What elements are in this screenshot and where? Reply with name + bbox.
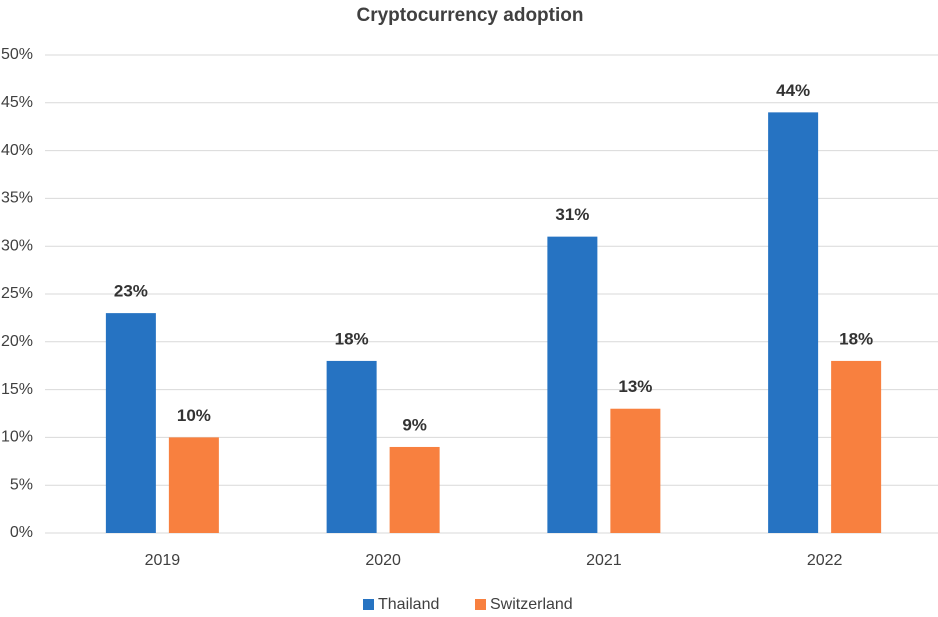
y-tick-label: 30% (1, 237, 33, 254)
y-tick-label: 10% (1, 429, 33, 446)
bar (326, 360, 377, 533)
value-label: 13% (618, 377, 652, 396)
bar (610, 408, 661, 533)
legend-label: Switzerland (490, 596, 573, 613)
y-tick-label: 50% (1, 46, 33, 63)
legend-swatch (363, 599, 374, 610)
bar (831, 360, 882, 533)
x-tick-label: 2022 (807, 552, 843, 569)
y-tick-label: 0% (10, 524, 33, 541)
bar (168, 437, 219, 533)
bar (105, 313, 156, 533)
y-tick-label: 5% (10, 476, 33, 493)
value-label: 18% (839, 329, 873, 348)
bar (547, 236, 598, 533)
y-tick-label: 15% (1, 381, 33, 398)
y-tick-label: 20% (1, 333, 33, 350)
value-label: 10% (177, 406, 211, 425)
bar (768, 112, 819, 534)
y-tick-label: 40% (1, 142, 33, 159)
chart-title: Cryptocurrency adoption (357, 5, 584, 26)
y-tick-label: 35% (1, 190, 33, 207)
y-tick-label: 25% (1, 285, 33, 302)
legend-swatch (475, 599, 486, 610)
value-label: 9% (402, 415, 427, 434)
y-tick-label: 45% (1, 94, 33, 111)
bar (389, 446, 440, 533)
x-tick-label: 2021 (586, 552, 622, 569)
value-label: 31% (555, 205, 589, 224)
value-label: 23% (114, 282, 148, 301)
value-label: 18% (335, 329, 369, 348)
x-tick-label: 2020 (365, 552, 401, 569)
value-label: 44% (776, 81, 810, 100)
x-tick-label: 2019 (145, 552, 181, 569)
legend-label: Thailand (378, 596, 439, 613)
